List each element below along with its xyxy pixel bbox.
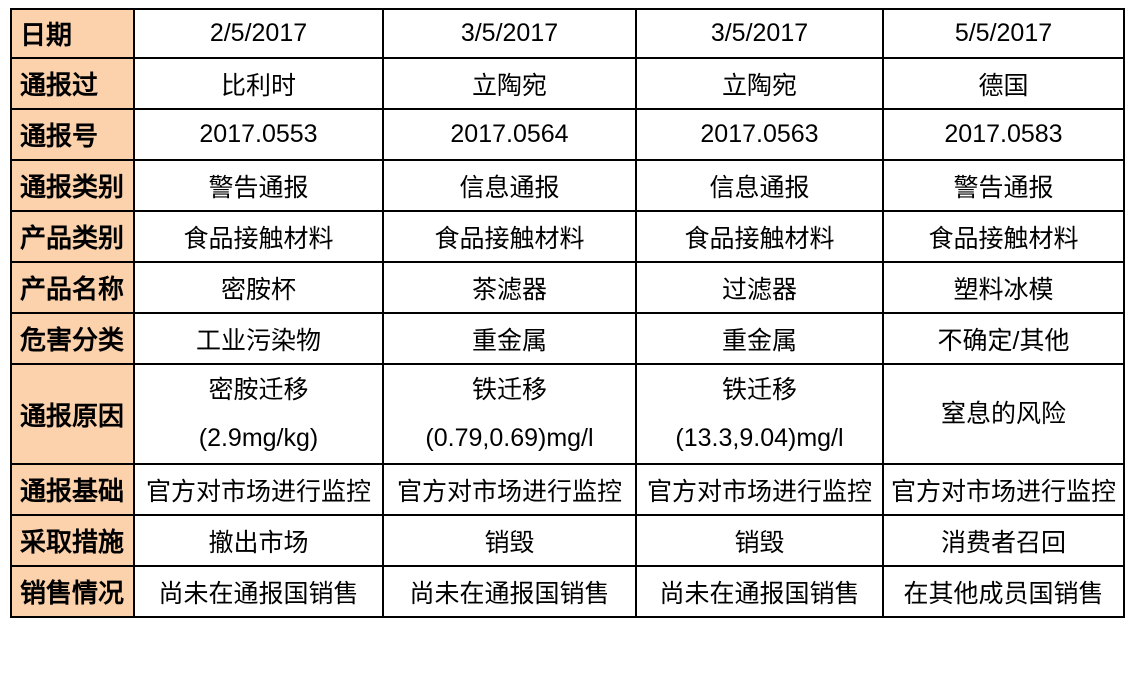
row-header-notifying-country: 通报过 — [10, 57, 135, 110]
cell-notification-basis-3: 官方对市场进行监控 — [635, 463, 884, 516]
cell-product-category-2: 食品接触材料 — [382, 210, 637, 263]
cell-product-name-1: 密胺杯 — [133, 261, 384, 314]
cell-date-3: 3/5/2017 — [635, 8, 884, 59]
cell-sales-status-3: 尚未在通报国销售 — [635, 565, 884, 618]
cell-sales-status-1: 尚未在通报国销售 — [133, 565, 384, 618]
cell-product-name-4: 塑料冰模 — [882, 261, 1125, 314]
cell-notification-reason-2: 铁迁移 (0.79,0.69)mg/l — [382, 363, 637, 465]
table-row-date: 日期 2/5/2017 3/5/2017 3/5/2017 5/5/2017 — [10, 8, 1125, 59]
table-row-hazard-category: 危害分类 工业污染物 重金属 重金属 不确定/其他 — [10, 312, 1125, 365]
cell-notification-number-1: 2017.0553 — [133, 108, 384, 161]
cell-measures-taken-3: 销毁 — [635, 514, 884, 567]
cell-measures-taken-2: 销毁 — [382, 514, 637, 567]
cell-notification-basis-1: 官方对市场进行监控 — [133, 463, 384, 516]
row-header-notification-reason: 通报原因 — [10, 363, 135, 465]
table-row-product-category: 产品类别 食品接触材料 食品接触材料 食品接触材料 食品接触材料 — [10, 210, 1125, 263]
table-row-measures-taken: 采取措施 撤出市场 销毁 销毁 消费者召回 — [10, 514, 1125, 567]
row-header-notification-number: 通报号 — [10, 108, 135, 161]
table-row-sales-status: 销售情况 尚未在通报国销售 尚未在通报国销售 尚未在通报国销售 在其他成员国销售 — [10, 565, 1125, 618]
row-header-hazard-category: 危害分类 — [10, 312, 135, 365]
cell-notification-type-3: 信息通报 — [635, 159, 884, 212]
row-header-notification-basis: 通报基础 — [10, 463, 135, 516]
cell-product-name-2: 茶滤器 — [382, 261, 637, 314]
cell-product-category-1: 食品接触材料 — [133, 210, 384, 263]
row-header-product-category: 产品类别 — [10, 210, 135, 263]
cell-notification-number-2: 2017.0564 — [382, 108, 637, 161]
cell-measures-taken-1: 撤出市场 — [133, 514, 384, 567]
cell-date-4: 5/5/2017 — [882, 8, 1125, 59]
row-header-measures-taken: 采取措施 — [10, 514, 135, 567]
cell-sales-status-4: 在其他成员国销售 — [882, 565, 1125, 618]
cell-product-category-3: 食品接触材料 — [635, 210, 884, 263]
row-header-notification-type: 通报类别 — [10, 159, 135, 212]
cell-notification-type-4: 警告通报 — [882, 159, 1125, 212]
cell-hazard-category-1: 工业污染物 — [133, 312, 384, 365]
cell-date-1: 2/5/2017 — [133, 8, 384, 59]
cell-hazard-category-3: 重金属 — [635, 312, 884, 365]
cell-product-category-4: 食品接触材料 — [882, 210, 1125, 263]
table-row-notification-type: 通报类别 警告通报 信息通报 信息通报 警告通报 — [10, 159, 1125, 212]
cell-notification-reason-3: 铁迁移 (13.3,9.04)mg/l — [635, 363, 884, 465]
notification-table: 日期 2/5/2017 3/5/2017 3/5/2017 5/5/2017 通… — [10, 8, 1125, 618]
cell-measures-taken-4: 消费者召回 — [882, 514, 1125, 567]
row-header-date: 日期 — [10, 8, 135, 59]
cell-hazard-category-4: 不确定/其他 — [882, 312, 1125, 365]
cell-notification-number-4: 2017.0583 — [882, 108, 1125, 161]
cell-sales-status-2: 尚未在通报国销售 — [382, 565, 637, 618]
cell-notification-number-3: 2017.0563 — [635, 108, 884, 161]
row-header-sales-status: 销售情况 — [10, 565, 135, 618]
cell-date-2: 3/5/2017 — [382, 8, 637, 59]
cell-notification-type-2: 信息通报 — [382, 159, 637, 212]
cell-notification-reason-1: 密胺迁移 (2.9mg/kg) — [133, 363, 384, 465]
table-row-notification-number: 通报号 2017.0553 2017.0564 2017.0563 2017.0… — [10, 108, 1125, 161]
table-row-notification-reason: 通报原因 密胺迁移 (2.9mg/kg) 铁迁移 (0.79,0.69)mg/l… — [10, 363, 1125, 465]
table-row-product-name: 产品名称 密胺杯 茶滤器 过滤器 塑料冰模 — [10, 261, 1125, 314]
cell-notification-type-1: 警告通报 — [133, 159, 384, 212]
row-header-product-name: 产品名称 — [10, 261, 135, 314]
cell-product-name-3: 过滤器 — [635, 261, 884, 314]
cell-notifying-country-2: 立陶宛 — [382, 57, 637, 110]
cell-hazard-category-2: 重金属 — [382, 312, 637, 365]
cell-notifying-country-3: 立陶宛 — [635, 57, 884, 110]
table-row-notification-basis: 通报基础 官方对市场进行监控 官方对市场进行监控 官方对市场进行监控 官方对市场… — [10, 463, 1125, 516]
table-row-notifying-country: 通报过 比利时 立陶宛 立陶宛 德国 — [10, 57, 1125, 110]
cell-notification-reason-4: 窒息的风险 — [882, 363, 1125, 465]
cell-notifying-country-4: 德国 — [882, 57, 1125, 110]
cell-notification-basis-2: 官方对市场进行监控 — [382, 463, 637, 516]
cell-notification-basis-4: 官方对市场进行监控 — [882, 463, 1125, 516]
cell-notifying-country-1: 比利时 — [133, 57, 384, 110]
